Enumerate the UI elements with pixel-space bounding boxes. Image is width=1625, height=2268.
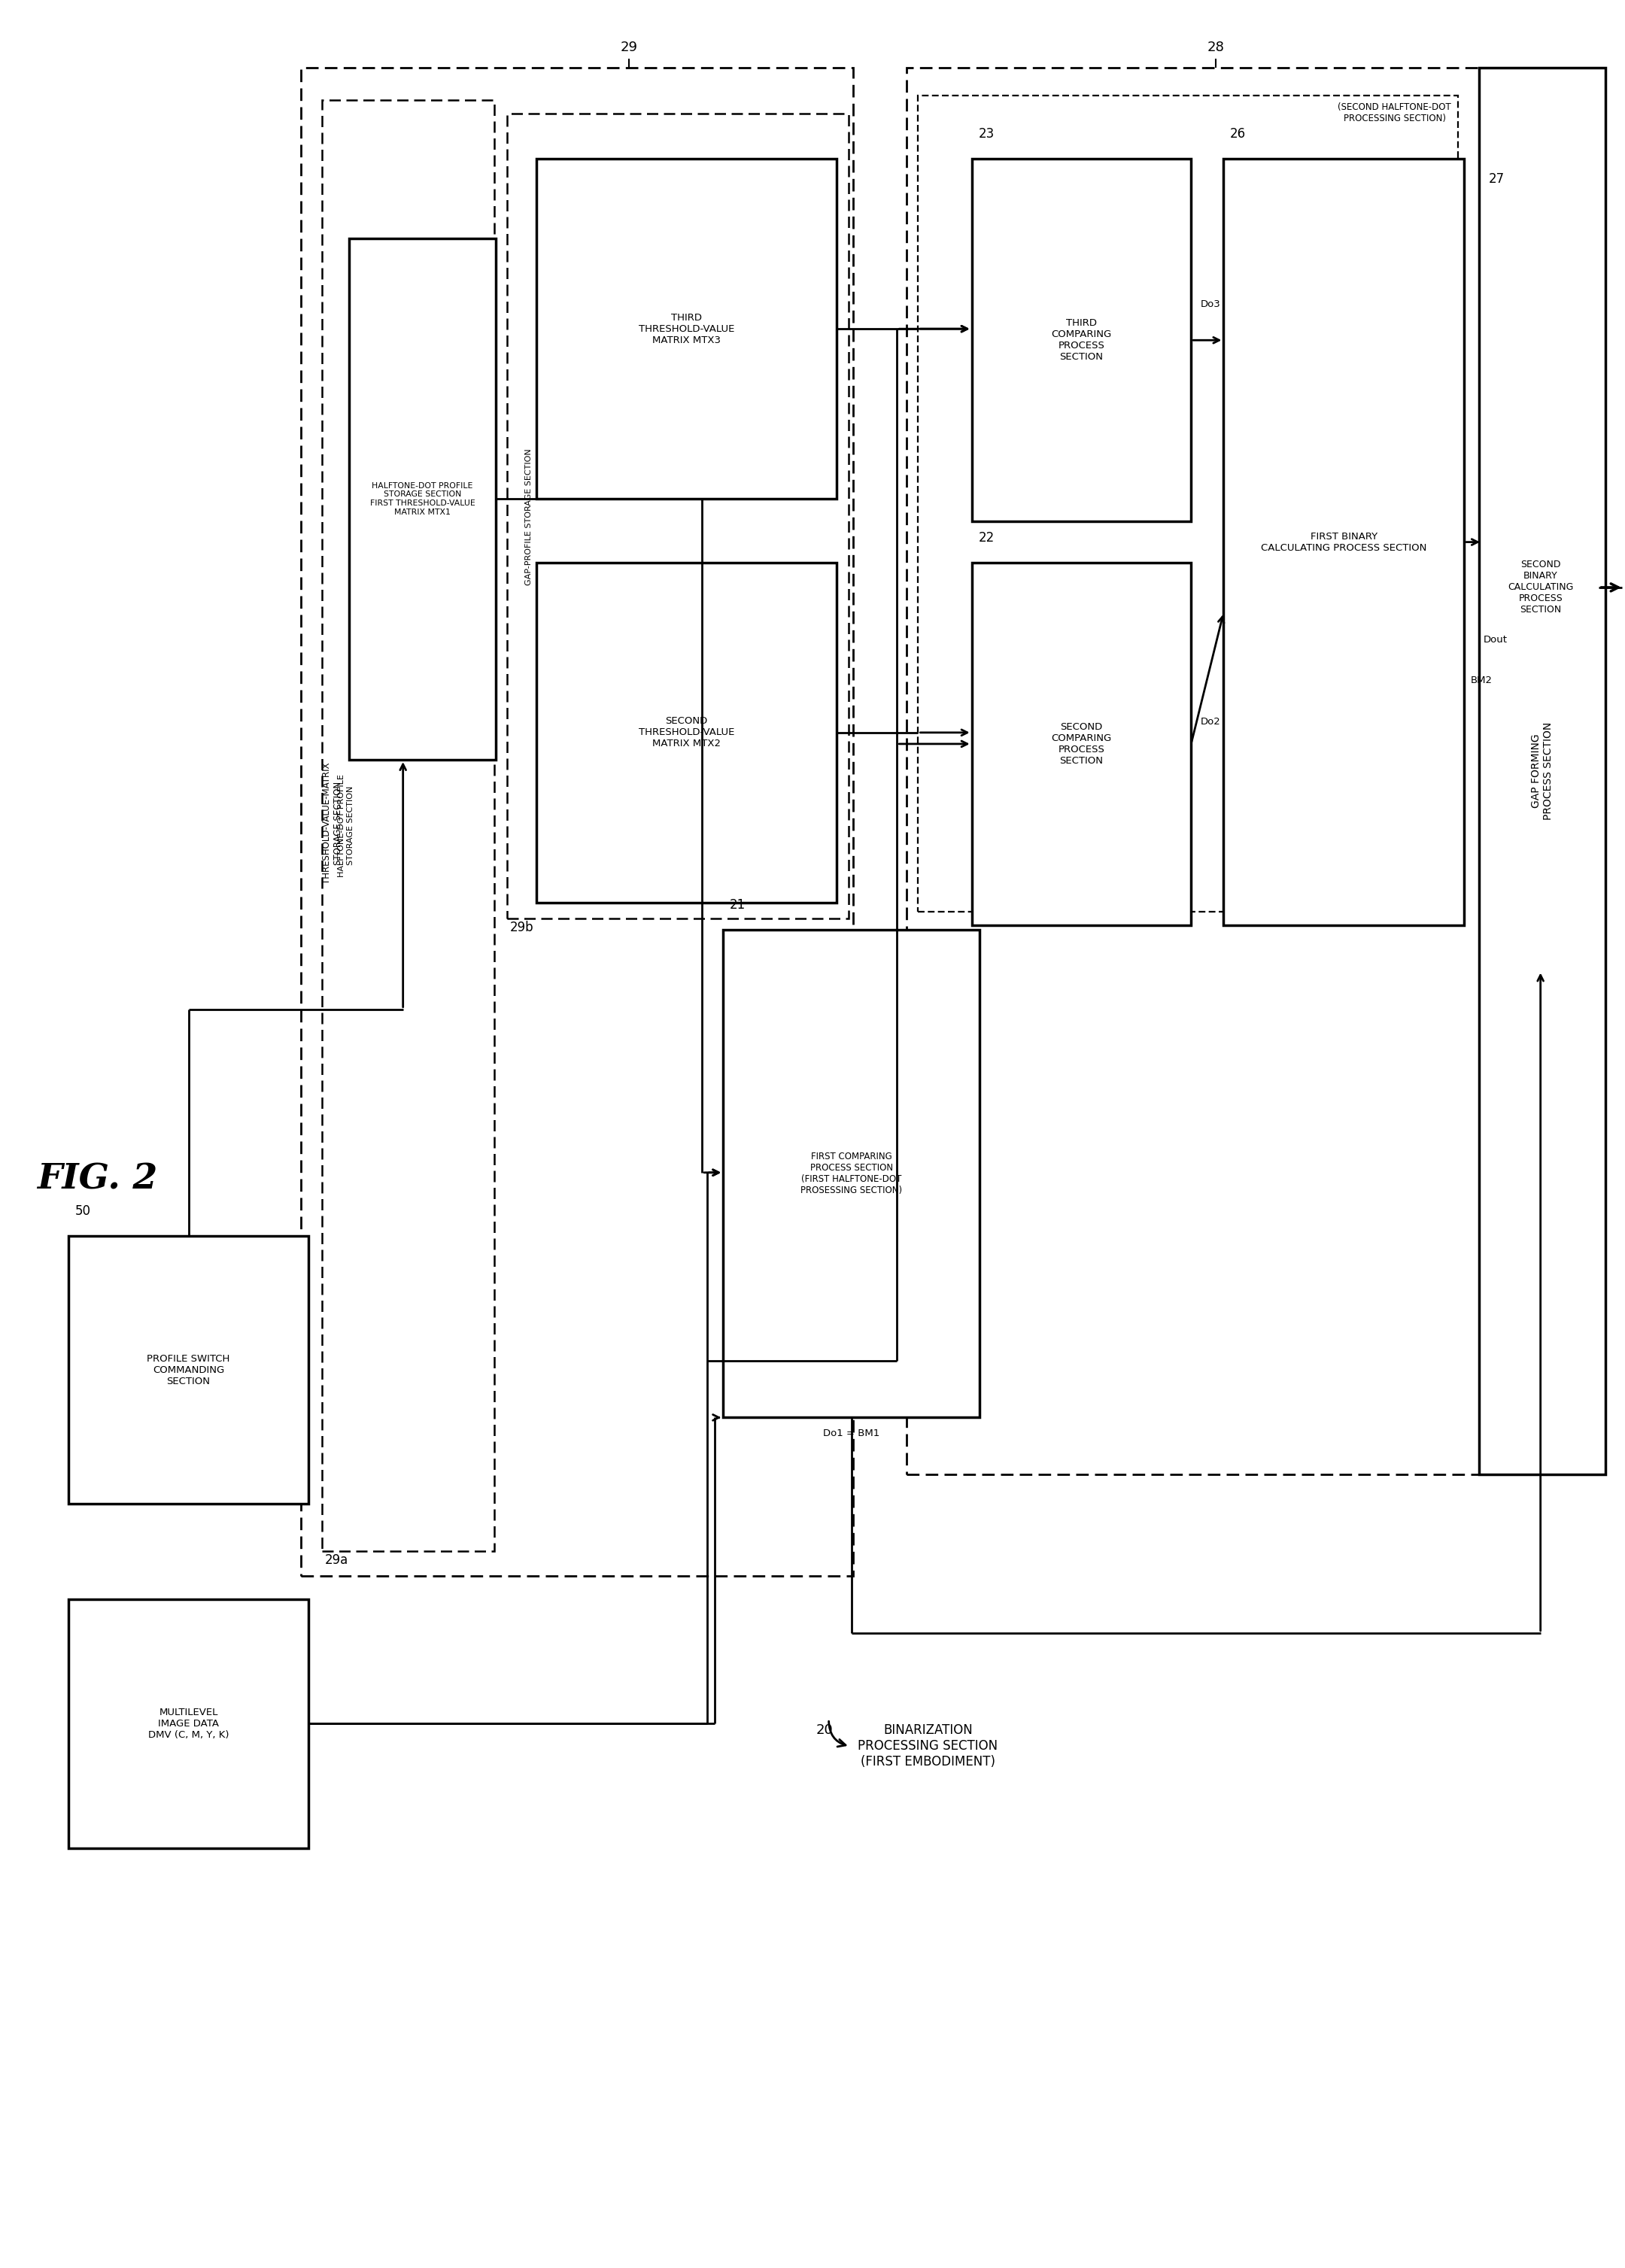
Text: BINARIZATION
PROCESSING SECTION
(FIRST EMBODIMENT): BINARIZATION PROCESSING SECTION (FIRST E… [858, 1724, 998, 1769]
Text: 28: 28 [1207, 41, 1224, 54]
Text: 50: 50 [75, 1204, 91, 1218]
Text: SECOND
THRESHOLD-VALUE
MATRIX MTX2: SECOND THRESHOLD-VALUE MATRIX MTX2 [639, 717, 734, 748]
Text: (SECOND HALFTONE-DOT
PROCESSING SECTION): (SECOND HALFTONE-DOT PROCESSING SECTION) [1337, 102, 1451, 122]
Bar [972, 159, 1191, 522]
Text: 29b: 29b [510, 921, 535, 934]
Text: 23: 23 [978, 127, 994, 141]
Text: MULTILEVEL
IMAGE DATA
DMV (C, M, Y, K): MULTILEVEL IMAGE DATA DMV (C, M, Y, K) [148, 1708, 229, 1740]
Text: Dout: Dout [1484, 635, 1508, 644]
Bar [1482, 204, 1599, 971]
Text: Do1 = BM1: Do1 = BM1 [824, 1429, 879, 1438]
Text: THIRD
THRESHOLD-VALUE
MATRIX MTX3: THIRD THRESHOLD-VALUE MATRIX MTX3 [639, 313, 734, 345]
Text: 26: 26 [1230, 127, 1246, 141]
Text: HALFTONE-DOT PROFILE
STORAGE SECTION: HALFTONE-DOT PROFILE STORAGE SECTION [338, 773, 354, 878]
Bar [68, 1599, 309, 1848]
Bar [1479, 68, 1605, 1474]
Text: 20: 20 [816, 1724, 834, 1737]
Text: 21: 21 [730, 898, 746, 912]
Text: 29a: 29a [325, 1554, 348, 1567]
Bar [536, 159, 837, 499]
Text: GAP-PROFILE STORAGE SECTION: GAP-PROFILE STORAGE SECTION [525, 449, 533, 585]
Text: PROFILE SWITCH
COMMANDING
SECTION: PROFILE SWITCH COMMANDING SECTION [146, 1354, 231, 1386]
Text: THRESHOLD-VALUE-MATRIX
STORAGE SECTION: THRESHOLD-VALUE-MATRIX STORAGE SECTION [322, 762, 343, 885]
Bar [918, 95, 1458, 912]
Text: GAP FORMING
PROCESS SECTION: GAP FORMING PROCESS SECTION [1531, 721, 1554, 821]
Bar [68, 1236, 309, 1504]
Bar [1224, 159, 1464, 925]
Bar [536, 562, 837, 903]
Text: FIRST BINARY
CALCULATING PROCESS SECTION: FIRST BINARY CALCULATING PROCESS SECTION [1261, 531, 1427, 553]
Text: FIRST COMPARING
PROCESS SECTION
(FIRST HALFTONE-DOT
PROSESSING SECTION): FIRST COMPARING PROCESS SECTION (FIRST H… [801, 1152, 902, 1195]
Text: THIRD
COMPARING
PROCESS
SECTION: THIRD COMPARING PROCESS SECTION [1051, 318, 1112, 363]
Bar [723, 930, 980, 1418]
Text: SECOND
BINARY
CALCULATING
PROCESS
SECTION: SECOND BINARY CALCULATING PROCESS SECTIO… [1508, 560, 1573, 615]
Bar [907, 68, 1570, 1474]
Bar [349, 238, 496, 760]
Text: FIG. 2: FIG. 2 [37, 1161, 158, 1198]
Text: SECOND
COMPARING
PROCESS
SECTION: SECOND COMPARING PROCESS SECTION [1051, 721, 1112, 767]
Bar [507, 113, 848, 919]
Text: 22: 22 [978, 531, 994, 544]
Text: 27: 27 [1488, 172, 1505, 186]
Bar [322, 100, 494, 1551]
Bar [301, 68, 853, 1576]
Text: 29: 29 [621, 41, 637, 54]
Text: Do2: Do2 [1201, 717, 1220, 726]
Bar [972, 562, 1191, 925]
Text: Do3: Do3 [1201, 299, 1220, 308]
Text: HALFTONE-DOT PROFILE
STORAGE SECTION
FIRST THRESHOLD-VALUE
MATRIX MTX1: HALFTONE-DOT PROFILE STORAGE SECTION FIR… [370, 483, 474, 515]
Text: BM2: BM2 [1471, 676, 1492, 685]
